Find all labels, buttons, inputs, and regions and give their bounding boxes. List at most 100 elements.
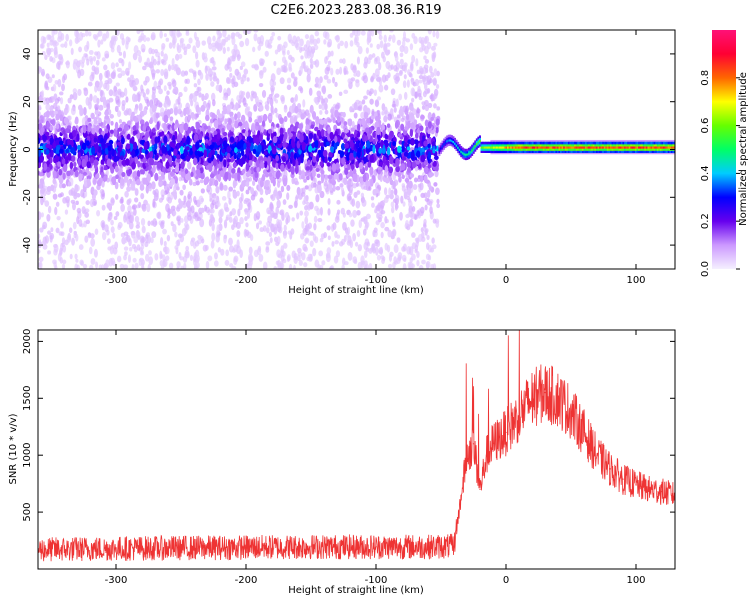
spectrogram-cell [112,260,116,267]
spectrogram-cell [67,97,72,104]
spectrogram-cell [187,193,191,200]
spectrogram-cell [174,245,179,250]
spectrogram-cell [318,104,322,110]
spectrogram-cell [41,51,46,56]
spectrogram-cell [240,114,246,123]
spectrogram-cell [436,106,441,111]
spectrogram-cell [116,44,121,54]
spectrogram-cell [331,241,335,247]
spectrogram-cell [115,82,120,87]
spectrogram-cell [132,257,137,263]
spectrogram-cell [54,44,58,53]
spectrogram-cell [253,63,259,69]
spectrogram-cell [178,53,183,59]
spectrogram-cell [390,230,395,240]
spectrogram-cell [234,147,238,154]
spectrogram-cell [275,154,280,162]
spectrogram-cell [168,84,172,90]
spectrogram-cell [246,30,251,35]
spectrogram-cell [280,260,284,268]
spectrogram-cell [223,109,228,115]
spectrogram-cell [267,128,273,134]
spectrogram-cell [394,54,399,62]
spectrogram-cell [394,194,400,204]
spectrogram-cell [247,202,251,211]
spectrogram-cell [366,89,370,96]
spectrogram-cell [246,106,251,111]
spectrogram-cell [268,231,273,238]
spectrogram-cell [211,66,217,71]
spectrogram-cell [112,90,118,97]
spectrogram-cell [282,177,288,187]
spectrogram-cell [295,194,299,200]
spectrogram-cell [432,161,437,167]
spectrogram-cell [393,244,399,254]
spectrogram-cell [277,219,283,228]
spectrogram-cell [91,127,96,135]
spectrogram-cell [327,198,331,206]
spectrogram-cell [350,219,355,227]
spectrogram-cell [117,110,122,118]
spectrogram-cell [324,56,328,65]
spectrogram-cell [225,249,229,257]
spectrogram-cell [78,46,83,53]
spectrogram-cell [291,141,296,149]
spectrogram-cell [65,60,70,69]
spectrogram-cell [111,176,116,183]
spectrogram-cell [368,31,372,37]
spectrogram-cell [422,135,426,141]
spectrogram-cell [403,91,408,100]
spectrogram-cell [174,176,178,184]
spectrogram-cell [65,33,69,42]
spectrogram-cell [38,66,42,74]
spectrogram-cell [119,263,125,269]
spectrogram-cell [410,137,415,146]
spectrogram-cell [308,132,314,140]
spectrogram-cell [394,76,399,85]
spectrogram-cell [184,252,190,258]
spectrogram-cell [345,229,350,238]
spectrogram-cell [377,169,381,175]
spectrogram-cell [328,152,333,158]
spectrogram-cell [74,184,79,193]
spectrogram-cell [327,174,333,180]
spectrogram-cell [46,42,50,48]
spectrogram-cell [100,39,104,45]
spectrogram-cell [326,225,331,231]
spectrogram-cell [129,246,133,252]
spectrogram-cell [244,208,248,215]
spectrogram-cell [109,245,114,255]
spectrogram-cell [377,30,382,34]
spectrogram-cell [408,180,413,189]
spectrogram-cell [81,206,86,215]
spectrogram-cell [210,202,215,210]
spectrogram-cell [131,231,136,239]
spectrogram-cell [417,92,422,98]
spectrogram-cell [154,49,159,54]
spectrogram-cell [309,64,314,70]
spectrogram-cell [229,72,233,78]
spectrogram-cell [268,115,273,120]
spectrogram-cell [83,107,87,116]
spectrogram-cell [365,127,370,133]
spectrogram-cell [424,59,430,64]
spectrogram-data [38,30,675,269]
spectrogram-cell [184,70,189,76]
spectrogram-cell [163,68,169,78]
spectrogram-cell [57,53,62,60]
spectrogram-cell [384,226,390,232]
spectrogram-cell [121,99,126,107]
spectrogram-cell [124,190,129,198]
spectrogram-cell [349,40,354,47]
spectrogram-cell [94,110,99,116]
spectrogram-cell [330,67,334,76]
spectrogram-cell [319,190,325,199]
spectrogram-cell [46,110,50,118]
spectrogram-cell [188,68,194,73]
spectrogram-cell [282,50,286,56]
spectrogram-cell [424,36,428,45]
spectrogram-cell [150,237,154,244]
spectrogram-cell [96,172,100,179]
spectrogram-cell [276,67,282,76]
spectrogram-cell [232,179,237,189]
